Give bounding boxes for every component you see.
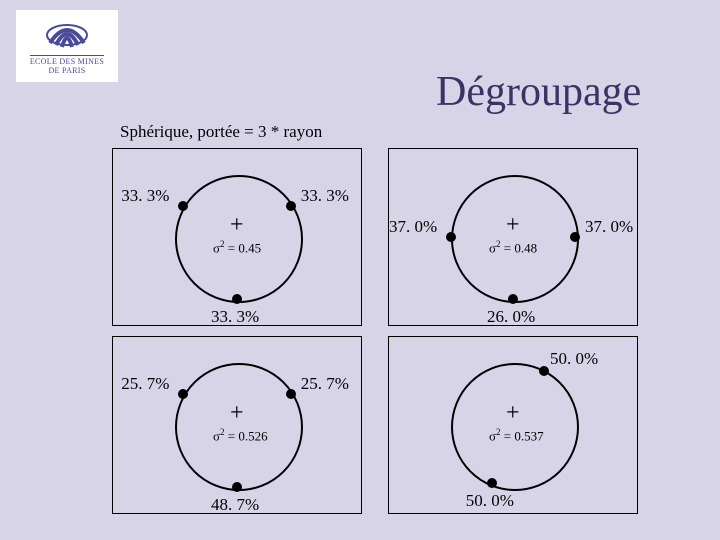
point-dot [286, 201, 296, 211]
page-title: Dégroupage [436, 68, 641, 116]
panel-br: + σ2 = 0.537 50. 0% 50. 0% [388, 336, 638, 514]
point-dot [232, 294, 242, 304]
subtitle: Sphérique, portée = 3 * rayon [120, 122, 322, 142]
point-label: 25. 7% [121, 374, 169, 394]
point-label: 33. 3% [211, 307, 259, 327]
point-dot [286, 389, 296, 399]
sigma-label: σ2 = 0.526 [213, 427, 268, 444]
point-dot [508, 294, 518, 304]
point-label: 50. 0% [466, 491, 514, 511]
sigma-label: σ2 = 0.48 [489, 239, 537, 256]
point-dot [487, 478, 497, 488]
plus-icon: + [506, 213, 520, 237]
point-label: 48. 7% [211, 495, 259, 515]
logo-line1: ECOLE DES MINES [30, 55, 104, 66]
point-label: 37. 0% [585, 217, 633, 237]
point-label: 26. 0% [487, 307, 535, 327]
sigma-label: σ2 = 0.537 [489, 427, 544, 444]
plus-icon: + [230, 213, 244, 237]
panel-tl: + σ2 = 0.45 33. 3% 33. 3% 33. 3% [112, 148, 362, 326]
point-dot [446, 232, 456, 242]
sigma-label: σ2 = 0.45 [213, 239, 261, 256]
point-label: 33. 3% [301, 186, 349, 206]
panel-bl: + σ2 = 0.526 25. 7% 25. 7% 48. 7% [112, 336, 362, 514]
logo: ECOLE DES MINES DE PARIS [16, 10, 118, 82]
logo-line2: DE PARIS [48, 66, 85, 75]
point-label: 37. 0% [389, 217, 437, 237]
point-label: 50. 0% [550, 349, 598, 369]
plus-icon: + [230, 401, 244, 425]
point-dot [232, 482, 242, 492]
point-dot [570, 232, 580, 242]
logo-mark [42, 17, 92, 53]
panel-tr: + σ2 = 0.48 37. 0% 37. 0% 26. 0% [388, 148, 638, 326]
plus-icon: + [506, 401, 520, 425]
point-label: 33. 3% [121, 186, 169, 206]
point-label: 25. 7% [301, 374, 349, 394]
